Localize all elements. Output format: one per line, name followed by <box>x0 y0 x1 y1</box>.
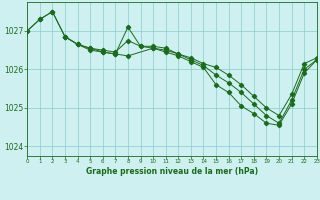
X-axis label: Graphe pression niveau de la mer (hPa): Graphe pression niveau de la mer (hPa) <box>86 167 258 176</box>
